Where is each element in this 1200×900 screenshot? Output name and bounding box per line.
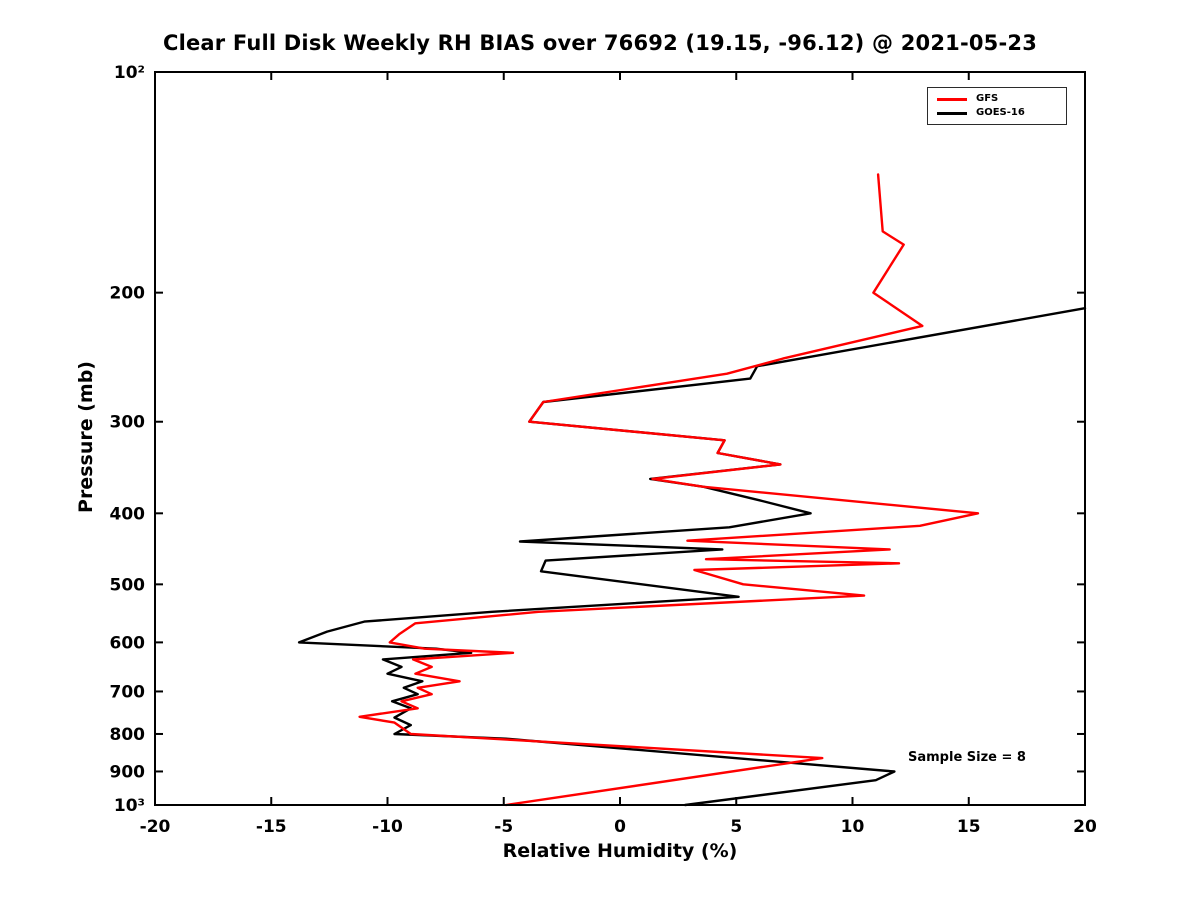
- legend-entry-goes16: GOES-16: [937, 108, 1057, 118]
- x-tick-label: -15: [256, 817, 287, 837]
- x-tick-label: 5: [730, 817, 742, 837]
- goes16-line-swatch: [937, 111, 967, 115]
- x-axis-label: Relative Humidity (%): [502, 840, 738, 862]
- gfs-line-swatch: [937, 97, 967, 101]
- y-tick-label: 600: [110, 633, 146, 653]
- x-tick-label: -10: [372, 817, 403, 837]
- gfs-line: [358, 173, 980, 807]
- y-tick-label: 700: [110, 682, 146, 702]
- sample-size-annotation: Sample Size = 8: [908, 750, 1026, 765]
- x-tick-label: -5: [494, 817, 513, 837]
- x-tick-label: 20: [1073, 817, 1097, 837]
- goes16-line: [297, 307, 1087, 807]
- legend: GFS GOES-16: [927, 87, 1067, 125]
- y-tick-label: 900: [110, 762, 146, 782]
- x-tick-label: 0: [614, 817, 626, 837]
- chart-title: Clear Full Disk Weekly RH BIAS over 7669…: [162, 31, 1038, 55]
- y-tick-label: 500: [110, 575, 146, 595]
- y-tick-label: 200: [110, 284, 146, 304]
- plot-frame: [154, 71, 1086, 806]
- y-tick-label: 800: [110, 725, 146, 745]
- legend-entry-gfs: GFS: [937, 94, 1057, 104]
- y-axis-label: Pressure (mb): [75, 361, 97, 513]
- x-tick-label: 15: [957, 817, 981, 837]
- x-tick-label: -20: [140, 817, 171, 837]
- x-tick-label: 10: [841, 817, 865, 837]
- y-tick-label: 10³: [114, 796, 145, 816]
- y-tick-label: 10²: [114, 63, 145, 83]
- legend-label-gfs: GFS: [976, 93, 999, 104]
- y-tick-label: 400: [110, 504, 146, 524]
- y-tick-label: 300: [110, 413, 146, 433]
- legend-label-goes16: GOES-16: [976, 107, 1025, 118]
